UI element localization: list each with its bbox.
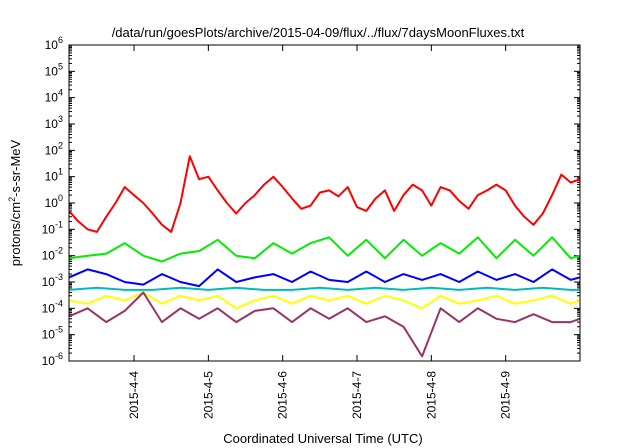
y-tick-label: 10-4 bbox=[42, 298, 63, 315]
chart-title: /data/run/goesPlots/archive/2015-04-09/f… bbox=[112, 25, 525, 40]
y-tick-label: 10-6 bbox=[42, 351, 63, 368]
series-line-3 bbox=[69, 268, 580, 288]
x-tick-label: 2015-4-5 bbox=[201, 371, 215, 419]
y-tick-label: 106 bbox=[45, 35, 63, 52]
series-layer bbox=[69, 155, 580, 358]
series-line-6 bbox=[69, 291, 580, 358]
y-tick-label: 10-5 bbox=[42, 325, 63, 342]
series-line-2 bbox=[69, 236, 580, 263]
y-tick-label: 103 bbox=[45, 114, 63, 131]
x-axis-label: Coordinated Universal Time (UTC) bbox=[223, 431, 422, 446]
x-tick-label: 2015-4-8 bbox=[424, 371, 438, 419]
series-line-5 bbox=[69, 291, 580, 310]
series-line-4 bbox=[69, 286, 580, 291]
y-tick-label: 10-2 bbox=[42, 246, 63, 263]
y-tick-label: 105 bbox=[45, 61, 63, 78]
y-tick-label: 100 bbox=[45, 193, 63, 210]
x-tick-label: 2015-4-6 bbox=[276, 371, 290, 419]
x-tick-label: 2015-4-7 bbox=[350, 371, 364, 419]
x-axis-ticks: 2015-4-4 2015-4-5 2015-4-6 2015-4-7 2015-4-8… bbox=[127, 45, 513, 419]
series-line-1 bbox=[69, 155, 580, 233]
y-tick-label: 101 bbox=[45, 167, 63, 184]
x-tick-label: 2015-4-4 bbox=[127, 371, 141, 419]
y-axis-label-group: protons/cm2-s-sr-MeV bbox=[7, 139, 23, 266]
y-tick-label: 10-3 bbox=[42, 272, 63, 289]
y-tick-label: 10-1 bbox=[42, 219, 63, 236]
y-tick-label: 104 bbox=[45, 88, 63, 105]
y-tick-label: 102 bbox=[45, 140, 63, 157]
plot-frame bbox=[68, 44, 581, 362]
y-axis-label: protons/cm2-s-sr-MeV bbox=[7, 139, 23, 266]
x-tick-label: 2015-4-9 bbox=[499, 371, 513, 419]
y-axis-ticks: 10-6 10-5 10-4 10-3 10-2 10-1 100 101 102 103 104 1… bbox=[42, 35, 580, 368]
